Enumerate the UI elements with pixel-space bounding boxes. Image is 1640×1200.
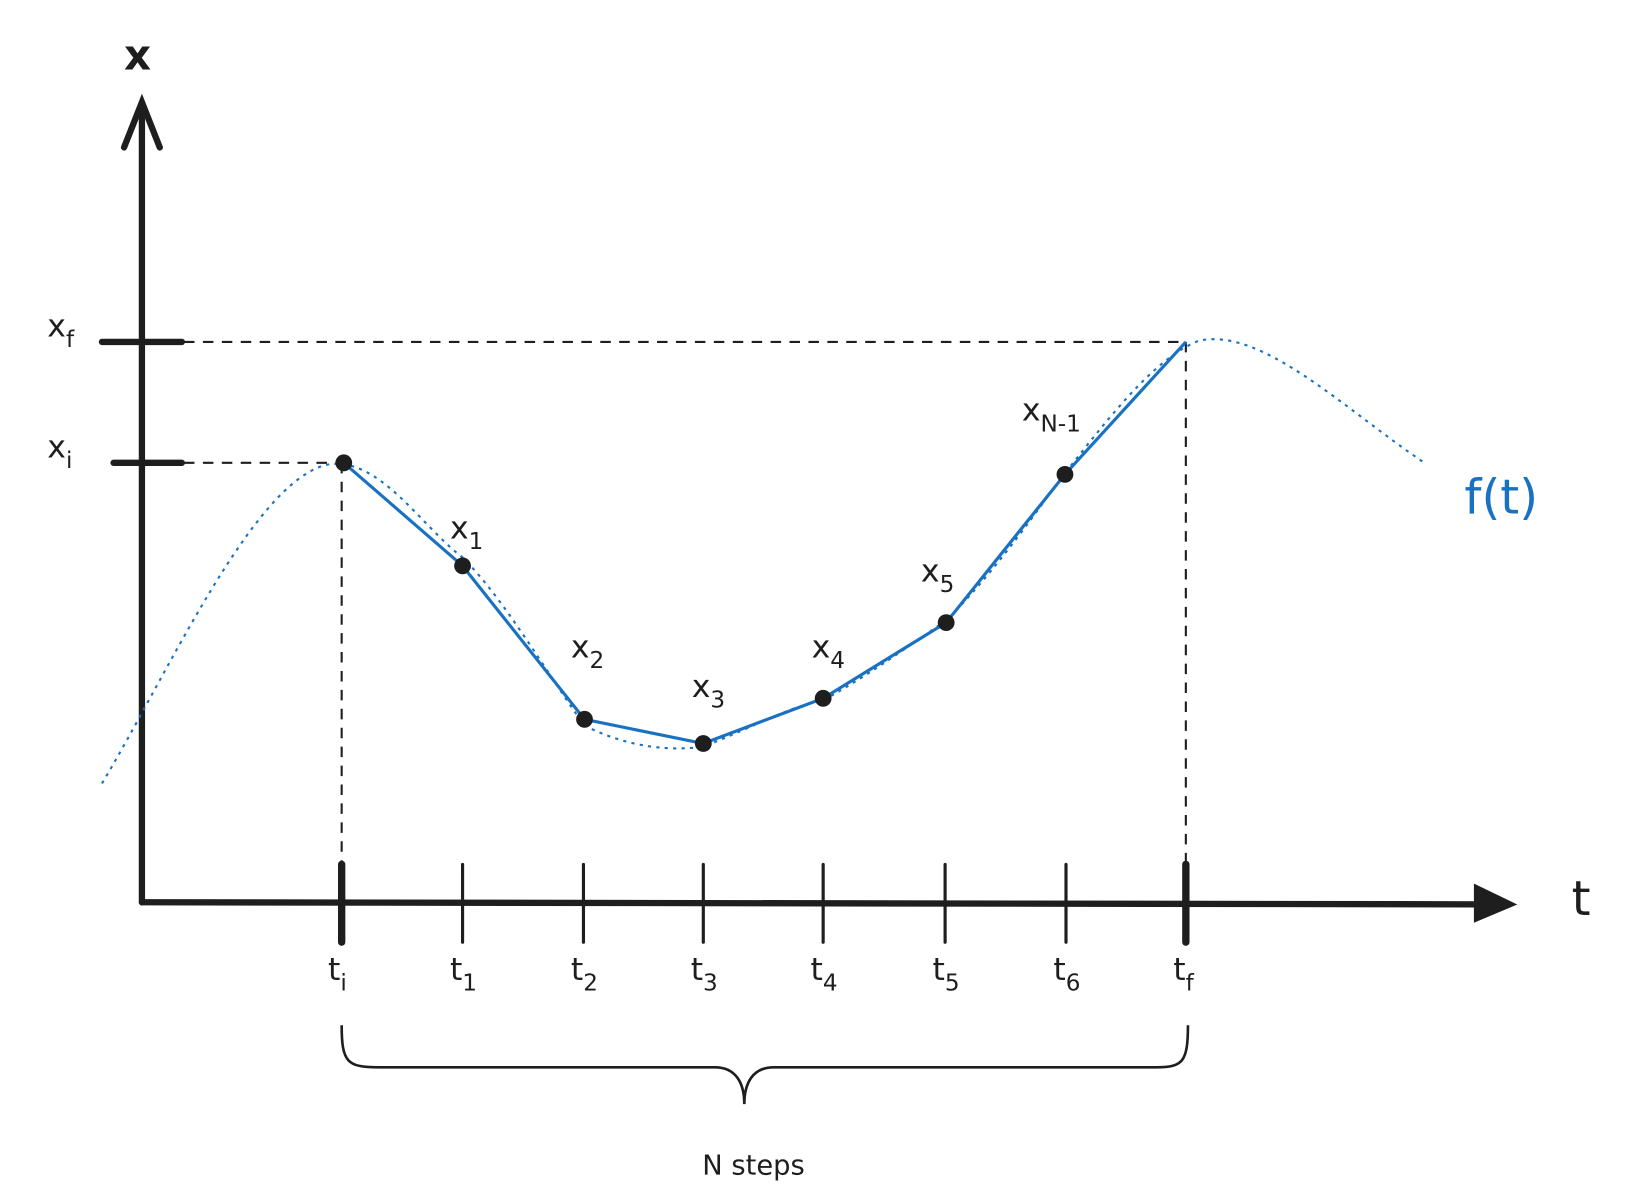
label-sub: 1: [462, 971, 477, 997]
label-sub: 3: [710, 688, 725, 714]
label-main: t: [1053, 952, 1065, 988]
label-main: x: [47, 309, 66, 345]
point: [454, 557, 471, 575]
x-tick-label: t1: [450, 952, 477, 997]
label-main: t: [571, 952, 583, 988]
x-tick-label: ti: [328, 952, 347, 997]
label-main: t: [328, 952, 340, 988]
point: [335, 454, 353, 472]
point: [694, 735, 712, 752]
label-sub: i: [66, 448, 72, 474]
label-main: x: [47, 430, 66, 466]
label-sub: i: [340, 971, 346, 997]
label-sub: 2: [583, 971, 598, 997]
point-label: x4: [812, 629, 845, 674]
label-sub: 6: [1066, 971, 1081, 997]
label-sub: N-1: [1041, 411, 1081, 437]
axes: [98, 93, 1518, 923]
point: [1056, 465, 1074, 483]
label-main: t: [811, 952, 823, 988]
point-label: x2: [571, 629, 604, 674]
label-main: t: [450, 952, 462, 988]
label-main: t: [691, 952, 703, 988]
label-main: x: [450, 511, 469, 547]
x-ticks: [337, 860, 1190, 946]
label-sub: 5: [940, 572, 955, 598]
point-label: x1: [450, 511, 483, 556]
label-sub: f: [66, 327, 75, 353]
point-label: x3: [692, 669, 725, 714]
y-tick-label: xf: [47, 309, 75, 354]
x-tick-label: t6: [1053, 952, 1080, 997]
label-main: x: [921, 554, 940, 590]
curve-label: f(t): [1464, 469, 1538, 525]
brace: [340, 1025, 1190, 1105]
x-tick-labels: ti t1 t2 t3 t4 t5 t6 tf: [328, 952, 1195, 997]
point-label: xN-1: [1022, 393, 1081, 438]
label-sub: 5: [945, 971, 960, 997]
label-sub: 3: [703, 971, 718, 997]
label-sub: 4: [830, 648, 845, 674]
x-tick-label: t4: [811, 952, 838, 997]
function-curve: [101, 338, 1426, 784]
y-axis-label: x: [124, 31, 151, 80]
brace-label: N steps: [702, 1151, 804, 1182]
label-main: x: [571, 629, 590, 665]
label-sub: 1: [469, 529, 484, 555]
point: [576, 710, 593, 728]
label-main: x: [1022, 393, 1041, 429]
x-tick-label: tf: [1173, 952, 1194, 997]
label-sub: 4: [823, 971, 838, 997]
point-label: x5: [921, 554, 954, 599]
label-main: t: [932, 952, 944, 988]
label-main: t: [1173, 952, 1185, 988]
x-tick-label: t3: [691, 952, 718, 997]
discrete-path: [342, 340, 1188, 746]
x-axis: [138, 899, 1486, 908]
label-sub: 2: [590, 648, 605, 674]
points: [335, 454, 1074, 752]
label-sub: f: [1186, 971, 1195, 997]
point: [937, 614, 955, 632]
label-main: x: [812, 629, 831, 665]
x-tick-label: t5: [932, 952, 959, 997]
guides: [183, 340, 1187, 863]
x-axis-label: t: [1572, 871, 1591, 927]
label-main: x: [692, 669, 711, 705]
x-arrow: [1473, 883, 1518, 923]
y-tick-label: xi: [47, 430, 72, 475]
y-arrow: [120, 93, 163, 151]
x-tick-label: t2: [571, 952, 598, 997]
point: [814, 689, 832, 707]
